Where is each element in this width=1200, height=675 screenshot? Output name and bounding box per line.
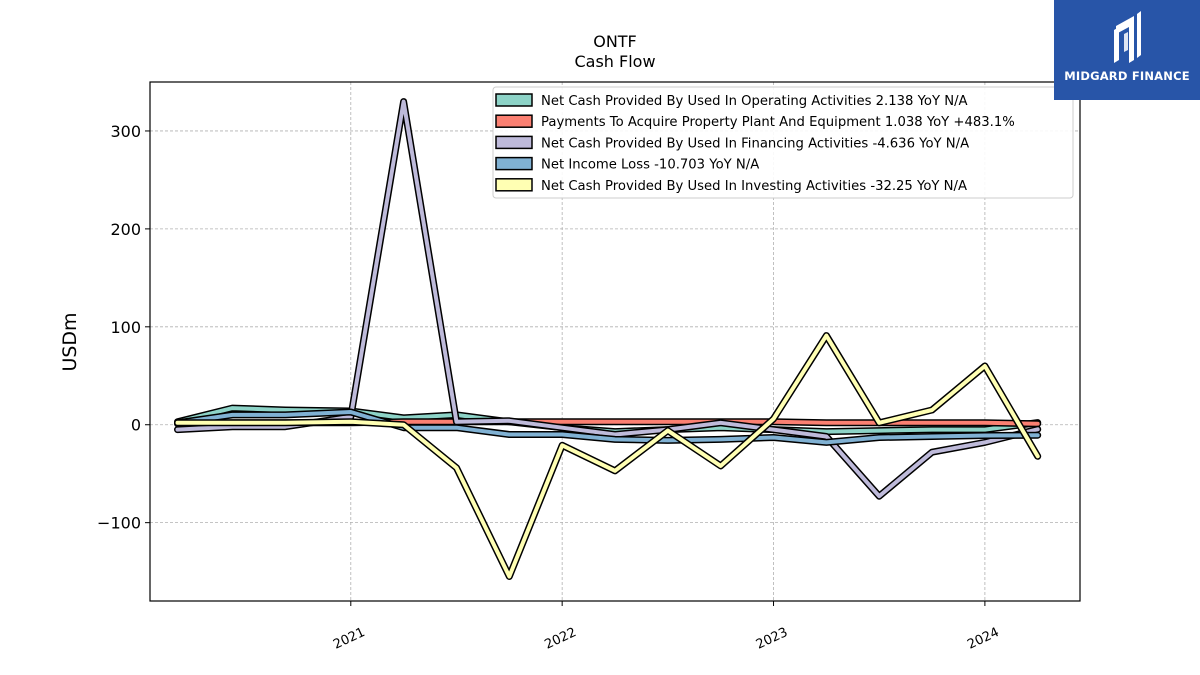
- legend-entry: Payments To Acquire Property Plant And E…: [541, 115, 1015, 130]
- y-axis-label: USDm: [59, 312, 81, 371]
- x-tick-label: 2024: [965, 625, 1001, 653]
- legend-entry: Net Income Loss -10.703 YoY N/A: [541, 158, 759, 173]
- y-tick-label: 300: [110, 122, 141, 141]
- axes: −100 0 100 200 300 2021 2022 2023 2024: [97, 122, 1002, 653]
- x-tick-label: 2021: [331, 625, 367, 653]
- legend-box: [492, 86, 1074, 199]
- legend-swatch: [495, 178, 533, 192]
- y-tick-label: 200: [110, 220, 141, 239]
- legend-swatch: [495, 93, 533, 107]
- y-tick-label: 0: [131, 416, 141, 435]
- x-tick-label: 2023: [754, 625, 790, 653]
- midgard-finance-logo: MIDGARD FINANCE: [1054, 0, 1200, 100]
- x-tick-label: 2022: [543, 625, 579, 653]
- logo-text: MIDGARD FINANCE: [1064, 69, 1190, 83]
- y-tick-label: 100: [110, 318, 141, 337]
- legend-entry: Net Cash Provided By Used In Financing A…: [541, 136, 969, 151]
- plot-frame: [149, 81, 1081, 602]
- series-line: [175, 333, 1040, 579]
- legend-swatch: [495, 135, 533, 150]
- chart-title: ONTF: [593, 32, 637, 51]
- legend-entry: Net Cash Provided By Used In Operating A…: [541, 94, 968, 109]
- legend-entry: Net Cash Provided By Used In Investing A…: [541, 179, 967, 194]
- y-tick-label: −100: [97, 514, 141, 533]
- legend: Net Cash Provided By Used In Operating A…: [492, 86, 1074, 199]
- logo-mark-icon: [1114, 11, 1141, 63]
- chart-subtitle: Cash Flow: [574, 52, 655, 71]
- series-lines: [174, 98, 1042, 580]
- series-line: [175, 410, 1040, 445]
- legend-swatch: [495, 156, 533, 171]
- legend-swatch: [495, 114, 533, 128]
- series-outline: [174, 332, 1042, 580]
